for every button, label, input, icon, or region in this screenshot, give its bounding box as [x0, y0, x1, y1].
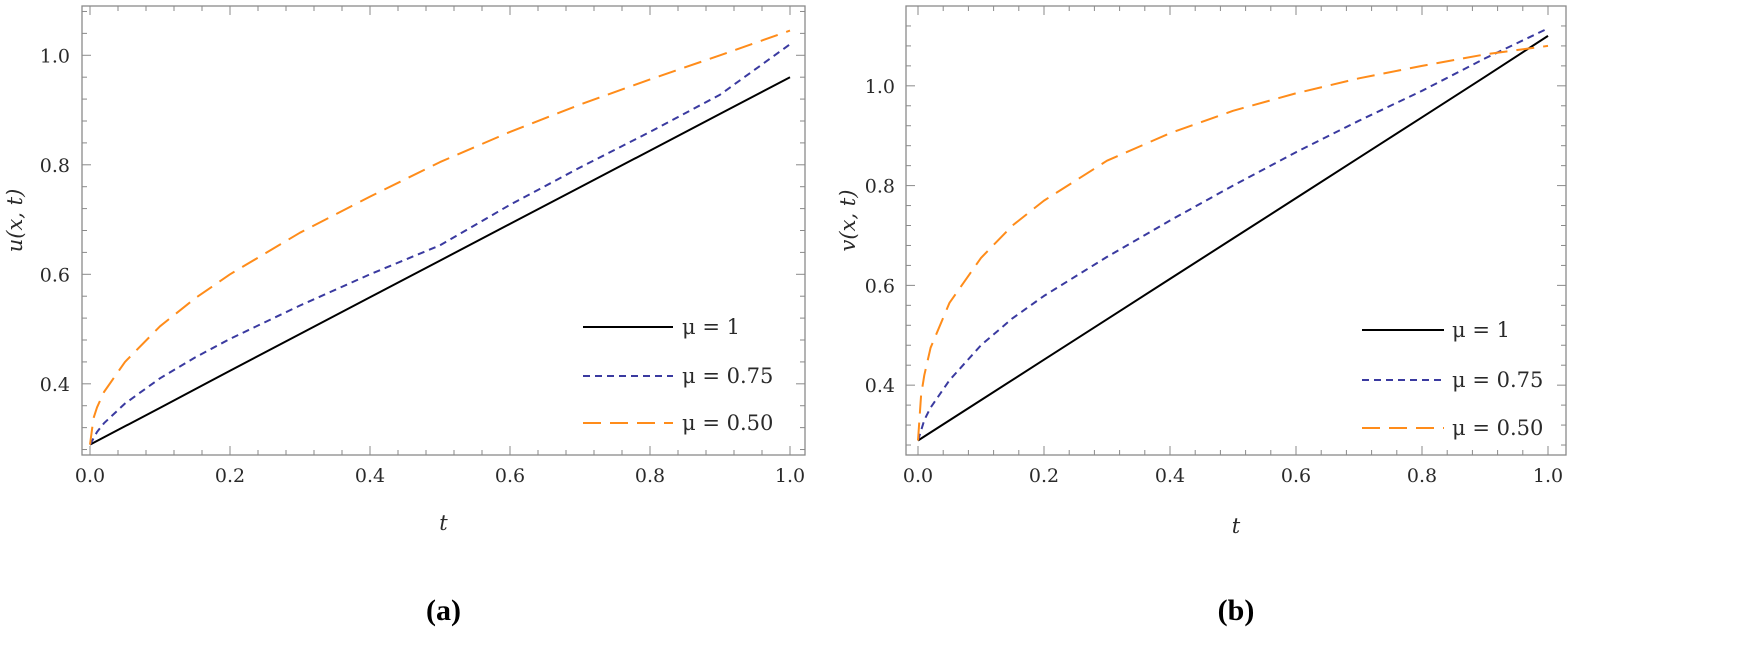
y-tick-label: 1.0: [40, 45, 70, 67]
x-axis-label: t: [1232, 514, 1241, 538]
legend: μ = 1 μ = 0.75 μ = 0.50: [583, 315, 773, 435]
legend: μ = 1 μ = 0.75 μ = 0.50: [1362, 318, 1543, 440]
x-tick-label: 0.2: [215, 465, 245, 487]
x-tick-label: 0.2: [1029, 465, 1059, 487]
y-tick-label: 0.4: [40, 374, 70, 396]
legend-label-3: μ = 0.50: [1452, 416, 1543, 440]
y-tick-label: 0.8: [40, 155, 70, 177]
legend-label-2: μ = 0.75: [1452, 368, 1543, 392]
y-tick-label: 0.6: [40, 264, 70, 286]
legend-label-2: μ = 0.75: [682, 364, 773, 388]
series-line-3: [89, 29, 791, 445]
series-line-2: [917, 27, 1549, 441]
y-tick-label: 0.8: [865, 176, 895, 198]
panel-label: (b): [1218, 594, 1255, 627]
y-tick-label: 0.6: [865, 275, 895, 297]
x-tick-label: 0.8: [635, 465, 665, 487]
series-line-1: [89, 76, 791, 446]
x-tick-label: 0.4: [355, 465, 385, 487]
y-axis-label: v(x, t): [836, 190, 860, 252]
x-tick-label: 1.0: [775, 465, 805, 487]
y-tick-label: 1.0: [865, 76, 895, 98]
chart-panel-a: 0.0 0.2 0.4 0.6 0.8 1.0 0.4 0.6 0.8 1.0 t u(x, t) μ …: [3, 5, 806, 627]
x-tick-label: 0.6: [1281, 465, 1311, 487]
x-axis-label: t: [439, 511, 448, 535]
panel-label: (a): [426, 594, 461, 627]
plot-frame: [905, 5, 1567, 456]
legend-label-3: μ = 0.50: [682, 411, 773, 435]
series-line-1: [917, 35, 1549, 442]
x-tick-label: 0.6: [495, 465, 525, 487]
x-tick-label: 0.8: [1407, 465, 1437, 487]
y-tick-label: 0.4: [865, 375, 895, 397]
legend-label-1: μ = 1: [682, 315, 740, 339]
x-tick-label: 0.4: [1155, 465, 1185, 487]
series-line-3: [917, 44, 1549, 441]
x-tick-label: 1.0: [1533, 465, 1563, 487]
series-line-2: [89, 43, 791, 446]
x-tick-label: 0.0: [903, 465, 933, 487]
x-tick-label: 0.0: [75, 465, 105, 487]
legend-label-1: μ = 1: [1452, 318, 1510, 342]
y-axis-label: u(x, t): [3, 189, 27, 253]
chart-panel-b: 0.0 0.2 0.4 0.6 0.8 1.0 0.4 0.6 0.8 1.0 t v(x, t) μ …: [836, 5, 1567, 627]
